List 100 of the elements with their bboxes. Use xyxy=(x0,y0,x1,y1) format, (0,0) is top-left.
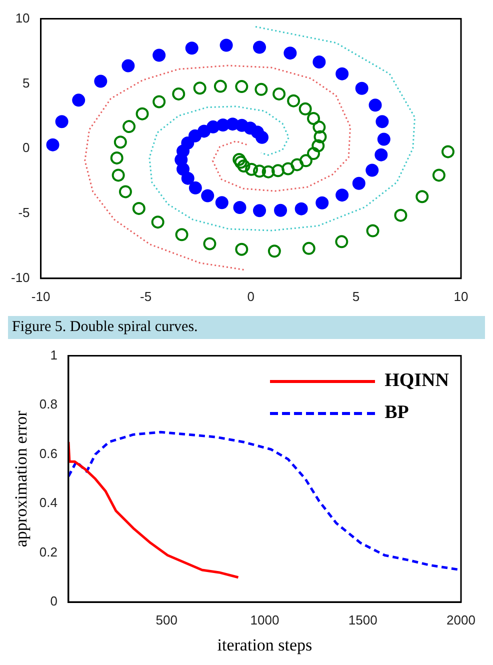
point xyxy=(366,224,380,238)
point xyxy=(214,80,227,93)
point xyxy=(237,159,250,172)
point xyxy=(232,153,246,166)
point xyxy=(282,162,295,176)
y-tick-label: -5 xyxy=(18,205,30,220)
point xyxy=(151,216,164,229)
point xyxy=(175,228,188,242)
x-tick-label: 2000 xyxy=(446,612,476,628)
point xyxy=(254,82,268,96)
point xyxy=(299,154,312,168)
x-tick-label: 5 xyxy=(352,288,360,304)
point xyxy=(298,102,312,116)
point xyxy=(272,87,286,100)
y-tick-label: 0.6 xyxy=(39,446,58,461)
x-tick-label: 1000 xyxy=(250,612,280,628)
point xyxy=(185,42,198,55)
point xyxy=(110,151,124,164)
point xyxy=(441,145,454,158)
y-tick-label: 0 xyxy=(50,594,58,609)
point xyxy=(233,201,246,214)
y-tick-label: 0.2 xyxy=(39,544,58,560)
point xyxy=(316,196,329,210)
line-series xyxy=(84,64,352,270)
point xyxy=(432,168,446,182)
point xyxy=(376,115,389,128)
x-tick-label: 0 xyxy=(247,288,255,304)
point xyxy=(253,164,266,178)
point xyxy=(312,56,326,69)
point xyxy=(416,190,429,204)
point xyxy=(302,242,316,255)
point xyxy=(290,158,304,172)
point xyxy=(235,80,248,94)
point xyxy=(294,202,308,216)
y-tick-label: 0.4 xyxy=(39,495,58,510)
point xyxy=(152,95,166,108)
point xyxy=(262,165,275,178)
point xyxy=(181,136,194,150)
point xyxy=(193,82,206,95)
point xyxy=(136,107,149,120)
point xyxy=(366,164,379,177)
y-tick-label: -10 xyxy=(10,270,30,285)
x-tick-label: 1500 xyxy=(348,612,378,628)
y-tick-label: 5 xyxy=(22,75,30,90)
point xyxy=(94,74,108,88)
legend-label: BP xyxy=(384,402,409,424)
point xyxy=(234,156,248,169)
point xyxy=(368,98,382,112)
point xyxy=(114,136,127,149)
point xyxy=(188,181,202,194)
point xyxy=(253,40,266,54)
y-tick-label: 0.8 xyxy=(39,396,58,412)
caption: Figure 5. Double spiral curves. xyxy=(8,316,485,339)
point xyxy=(335,235,348,248)
point xyxy=(287,94,300,108)
point xyxy=(307,112,320,125)
y-tick-label: 0 xyxy=(22,140,30,156)
point xyxy=(46,138,60,152)
point xyxy=(268,244,281,258)
point xyxy=(215,196,228,210)
point xyxy=(122,59,135,72)
point xyxy=(312,139,325,152)
point xyxy=(152,48,166,62)
point xyxy=(374,148,388,162)
point xyxy=(314,130,327,144)
point xyxy=(203,237,216,250)
point xyxy=(256,130,269,144)
y-tick-label: 1 xyxy=(50,347,58,362)
point xyxy=(284,46,297,60)
point xyxy=(172,87,186,100)
point xyxy=(118,185,132,198)
point xyxy=(122,120,136,134)
legend-label: HQINN xyxy=(384,370,449,392)
y-tick-label: 10 xyxy=(15,10,30,26)
point xyxy=(132,202,146,215)
x-tick-label: -5 xyxy=(140,288,152,304)
point xyxy=(394,208,408,222)
point xyxy=(201,189,214,202)
y-axis-title: approximation error xyxy=(12,410,31,548)
x-axis-title: iteration steps xyxy=(217,635,312,654)
point xyxy=(72,94,86,107)
point xyxy=(220,38,233,52)
point xyxy=(272,164,284,178)
point xyxy=(307,147,320,160)
point xyxy=(112,168,125,182)
point xyxy=(253,204,266,218)
point xyxy=(245,162,258,176)
x-tick-label: 500 xyxy=(156,612,178,628)
point xyxy=(377,132,390,146)
x-tick-label: 10 xyxy=(454,288,468,304)
point xyxy=(188,129,202,142)
point xyxy=(336,67,349,80)
point xyxy=(336,188,349,202)
point xyxy=(355,82,368,95)
point xyxy=(312,120,326,134)
point xyxy=(206,120,220,134)
point xyxy=(235,242,248,256)
point xyxy=(274,204,288,217)
point xyxy=(181,172,194,185)
line-series xyxy=(148,26,416,232)
